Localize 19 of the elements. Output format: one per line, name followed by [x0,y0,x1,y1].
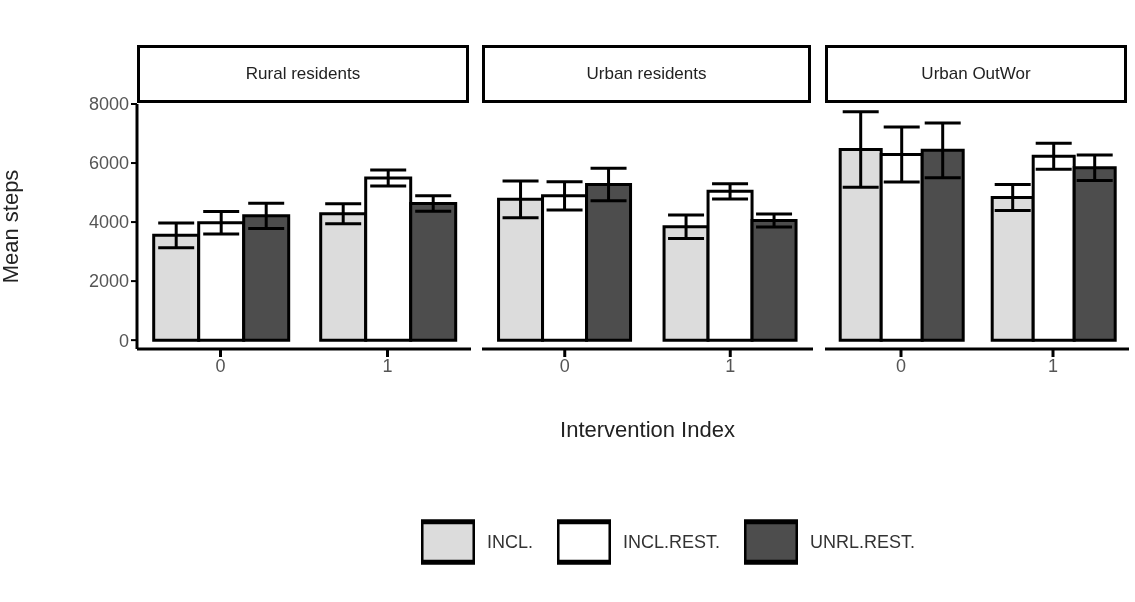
chart-title: Rural residents [137,45,469,103]
x-tick-label: 1 [725,355,736,376]
legend-label: INCL.REST. [622,531,720,552]
x-tick-label: 0 [895,355,907,376]
y-tick-label: 8000 [88,94,129,115]
chart-title: Urban OutWor [825,45,1127,103]
x-tick-label: 1 [382,355,393,376]
y-axis-title: Mean steps [0,169,23,284]
y-tick-label: 0 [118,330,129,351]
x-tick-label: 0 [215,355,226,376]
x-axis-title: Intervention Index [560,417,735,442]
y-tick-label: 6000 [88,153,129,174]
chart-title: Urban residents [482,45,811,103]
x-tick-label: 0 [559,355,570,376]
y-tick-label: 2000 [88,271,129,292]
x-tick-label: 1 [1047,355,1059,376]
legend-label: UNRL.REST. [810,531,916,552]
legend-label: INCL. [486,531,533,552]
y-tick-label: 4000 [88,212,129,233]
